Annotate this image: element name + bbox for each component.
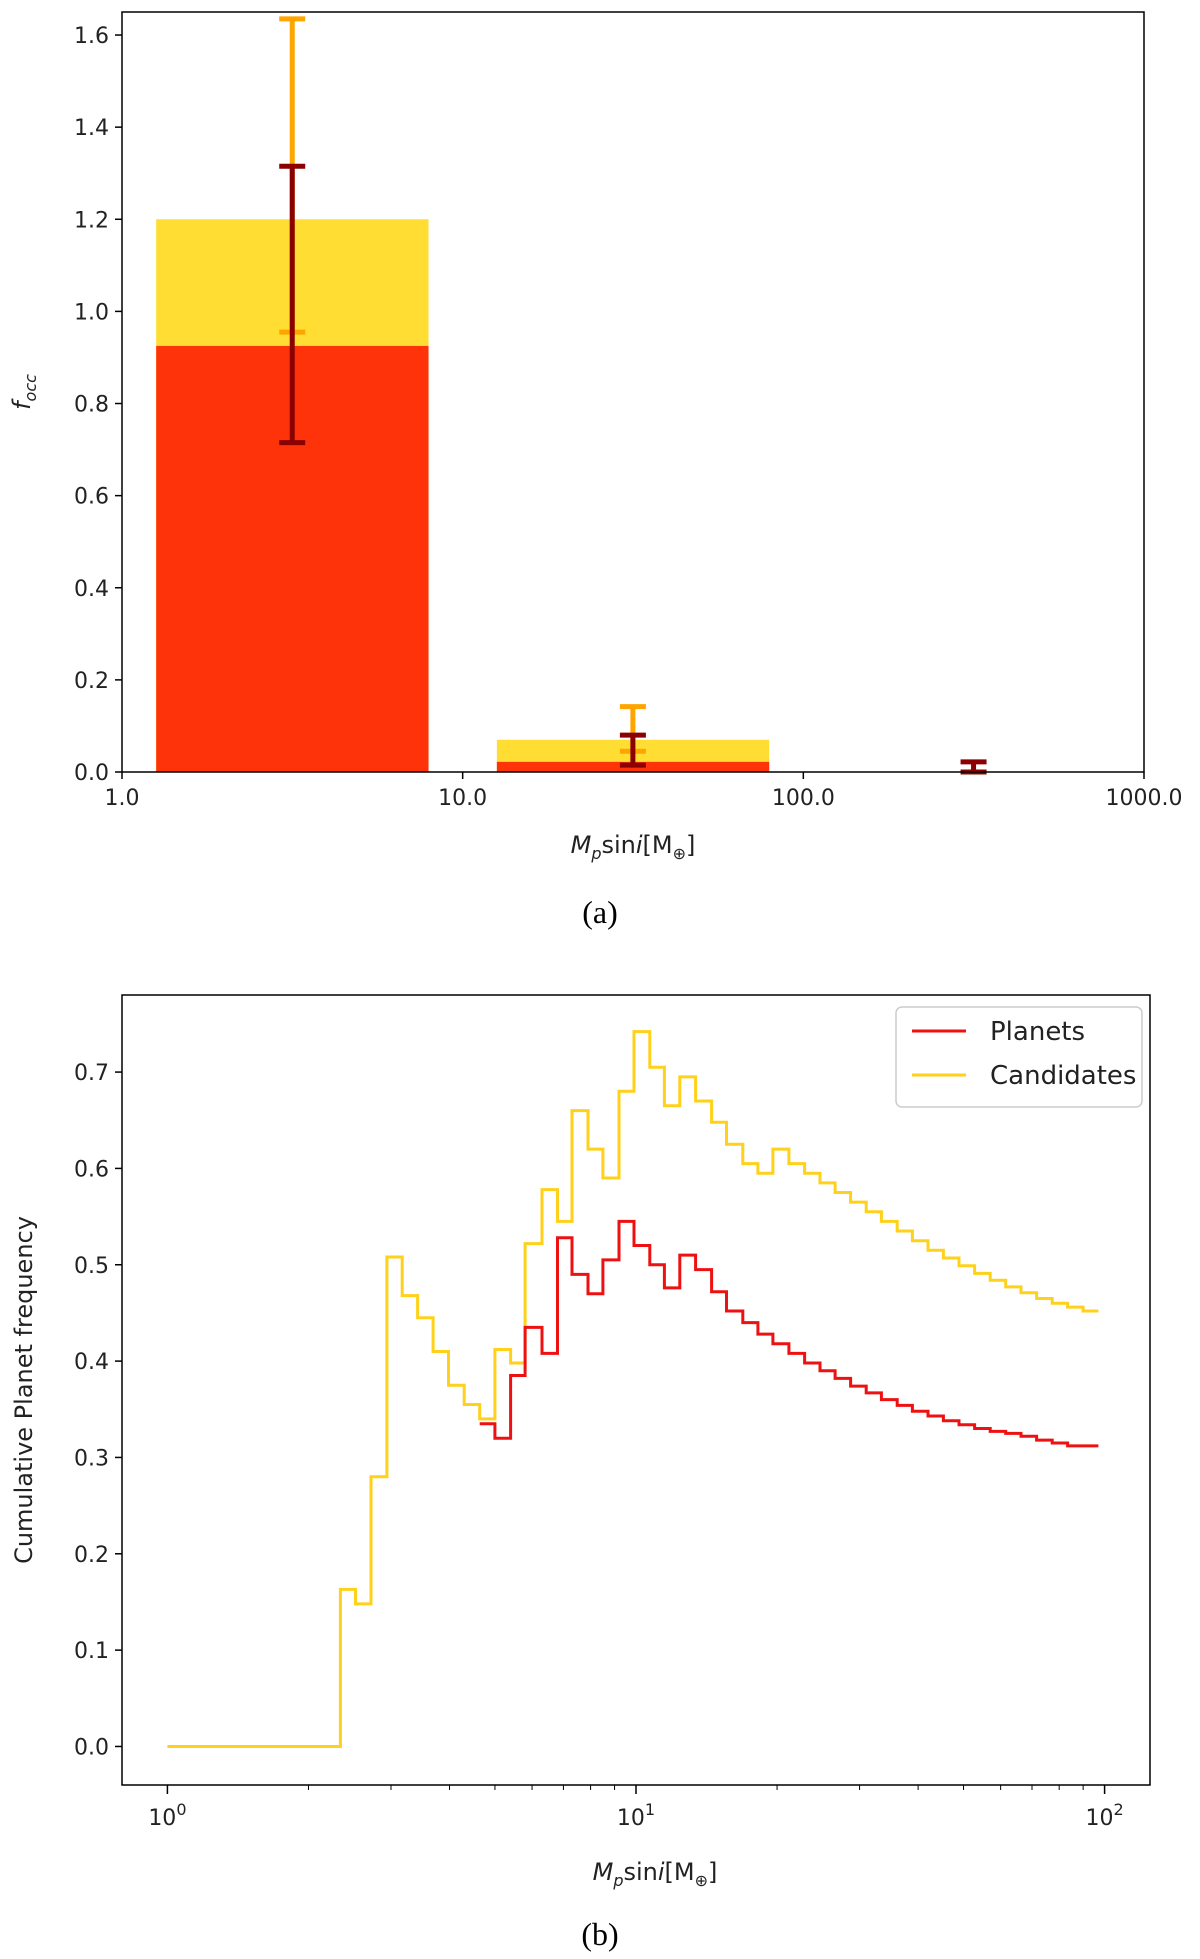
panel-b-y-tick-label: 0.3 <box>74 1446 109 1471</box>
panel-a-y-tick-label: 1.6 <box>74 24 109 49</box>
panel-b-y-ticks: 0.0 0.1 0.2 0.3 0.4 0.5 0.6 0.7 <box>74 1061 122 1760</box>
panel-a-x-tick-label: 10.0 <box>438 786 487 811</box>
tick-base: 10 <box>617 1806 645 1831</box>
panel-a-y-axis-label: focc <box>8 374 40 410</box>
panel-a-caption: (a) <box>582 894 618 930</box>
panel-a-x-tick-label: 1000.0 <box>1106 786 1183 811</box>
panel-a-y-tick-label: 0.2 <box>74 669 109 694</box>
panel-b-x-tick-label: 101 <box>617 1800 655 1831</box>
panel-b-y-tick-label: 0.0 <box>74 1735 109 1760</box>
panel-b-y-tick-label: 0.6 <box>74 1157 109 1182</box>
panel-a-x-tick-label: 1.0 <box>105 786 140 811</box>
tick-exponent: 2 <box>1113 1800 1123 1819</box>
panel-a-x-axis-label: Mpsini[M⊕] <box>571 831 696 863</box>
panel-b-x-tick-label: 102 <box>1085 1800 1123 1831</box>
panel-b-y-tick-label: 0.2 <box>74 1543 109 1568</box>
panel-a-y-tick-label: 1.4 <box>74 116 109 141</box>
panel-a-y-tick-label: 1.0 <box>74 300 109 325</box>
legend-planets-label: Planets <box>990 1017 1085 1047</box>
panel-b-y-tick-label: 0.7 <box>74 1061 109 1086</box>
legend-candidates-label: Candidates <box>990 1061 1136 1091</box>
panel-a-axes-frame <box>121 11 1145 773</box>
planets-errorbar-1 <box>619 732 646 768</box>
panel-a-y-tick-label: 1.2 <box>74 208 109 233</box>
panel-a-y-ticks: 0.0 0.2 0.4 0.6 0.8 1.0 1.2 1.4 1.6 <box>74 24 122 786</box>
panel-a-y-tick-label: 0.4 <box>74 577 109 602</box>
panel-a-y-tick-label: 0.0 <box>74 761 109 786</box>
series-line-candidates <box>167 1030 1099 1748</box>
tick-base: 10 <box>1085 1806 1113 1831</box>
panel-b-legend: Planets Candidates <box>895 1006 1143 1108</box>
panel-a-x-tick-label: 100.0 <box>772 786 835 811</box>
planets-errorbar-2 <box>960 759 987 775</box>
tick-exponent: 1 <box>645 1800 655 1819</box>
panel-b-y-axis-label: Cumulative Planet frequency <box>10 1216 38 1564</box>
panel-b-x-axis-label: Mpsini[M⊕] <box>593 1858 718 1890</box>
panel-a-plot-area <box>156 16 987 775</box>
panel-b-line-chart: 100 101 102 0.00.10.20.30.40.50.60.7 Mpsin… <box>10 994 1151 1952</box>
panel-a-x-ticks: 1.0 10.0 100.0 1000.0 <box>105 772 1183 811</box>
panel-a-y-tick-label: 0.8 <box>74 393 109 418</box>
panel-b-x-tick-label: 100 <box>148 1800 186 1831</box>
panel-a-bar-chart: 1.0 10.0 100.0 1000.0 0.0 0.2 0.4 0.6 0.8 1.0 1.2… <box>8 11 1183 930</box>
tick-exponent: 0 <box>176 1800 186 1819</box>
panel-b-x-ticks: 100 101 102 <box>148 1785 1124 1831</box>
panel-a-y-tick-label: 0.6 <box>74 485 109 510</box>
planets-errorbar-0 <box>279 163 306 446</box>
panel-b-y-tick-label: 0.4 <box>74 1350 109 1375</box>
tick-base: 10 <box>148 1806 176 1831</box>
panel-b-y-tick-label: 0.5 <box>74 1254 109 1279</box>
panel-b-caption: (b) <box>581 1916 618 1952</box>
panel-b-axes-frame <box>121 994 1151 1786</box>
panel-b-plot-area <box>167 1030 1099 1748</box>
series-line-planets <box>479 1219 1099 1448</box>
panel-b-y-tick-label: 0.1 <box>74 1639 109 1664</box>
